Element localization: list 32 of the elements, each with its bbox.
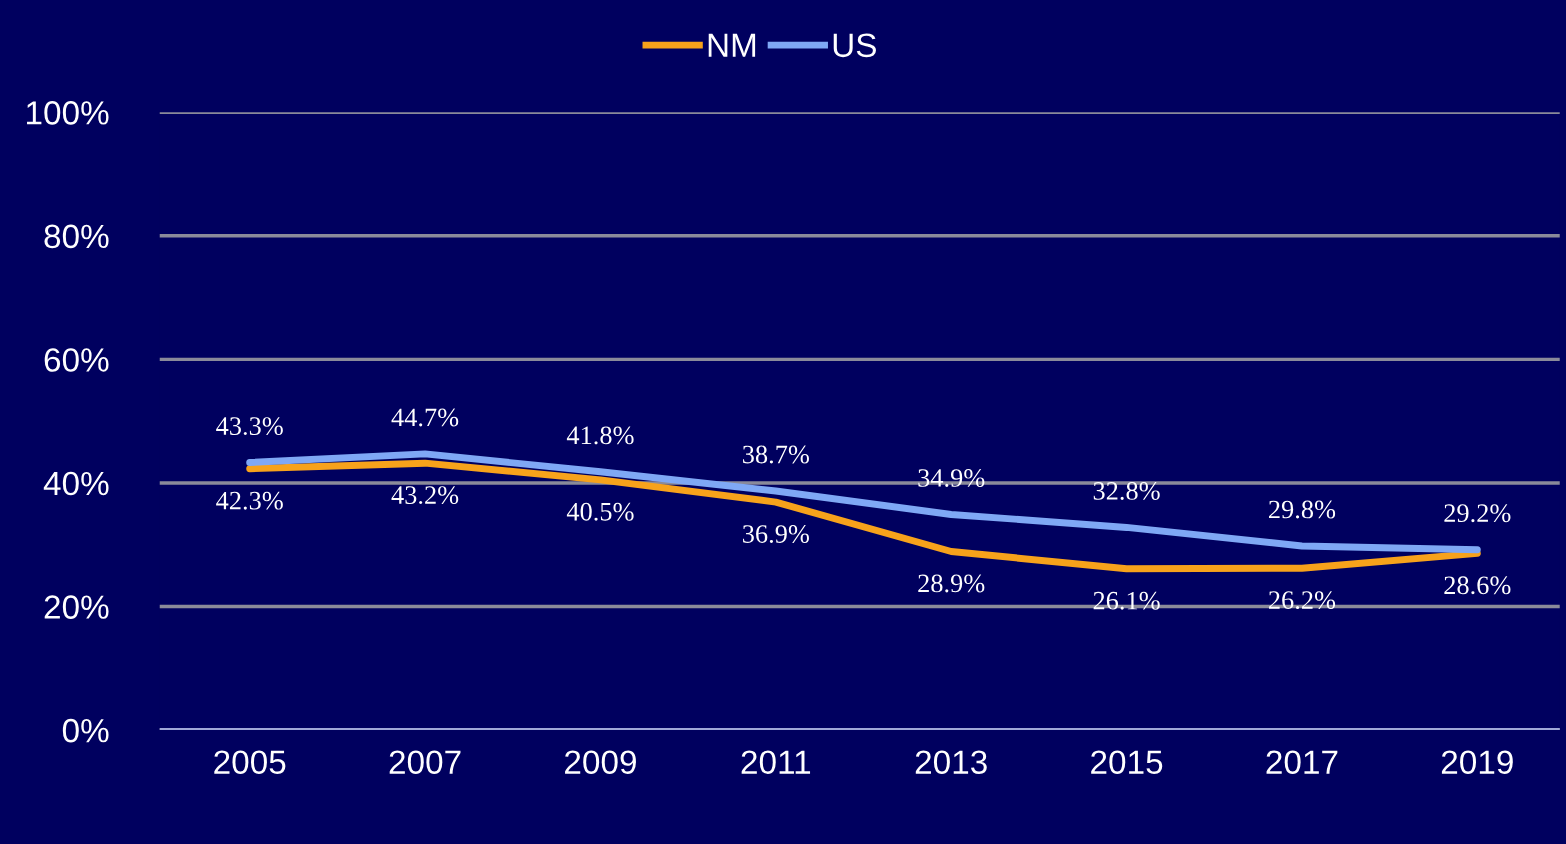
legend-label: US: [833, 33, 876, 58]
x-tick-label: 2005: [214, 750, 286, 774]
data-label: 26.2%: [1269, 591, 1336, 610]
y-tick-label: 20%: [44, 595, 109, 619]
data-label: 38.7%: [743, 445, 809, 464]
data-label: 40.5%: [566, 502, 634, 521]
x-tick-label: 2015: [1091, 750, 1163, 774]
y-tick-label: 40%: [43, 471, 109, 496]
data-label: 29.8%: [1269, 500, 1336, 519]
data-label: 29.2%: [1444, 504, 1511, 523]
data-label: 42.3%: [216, 491, 283, 510]
y-tick-label: 80%: [44, 224, 109, 249]
x-tick-label: 2011: [741, 750, 811, 774]
x-tick-label: 2007: [389, 750, 461, 774]
data-label: 43.3%: [216, 417, 283, 436]
x-tick-label: 2009: [565, 750, 636, 774]
x-tick-label: 2019: [1441, 750, 1513, 774]
data-label: 26.1%: [1093, 591, 1160, 610]
x-tick-label: 2017: [1266, 750, 1338, 774]
legend-label: NM: [708, 33, 756, 57]
data-label: 32.8%: [1093, 482, 1160, 500]
x-tick-label: 2013: [915, 750, 987, 774]
y-tick-label: 60%: [44, 348, 109, 372]
data-label: 28.6%: [1444, 576, 1511, 595]
y-tick-label: 100%: [27, 101, 109, 125]
data-label: 28.9%: [918, 574, 985, 593]
data-label: 44.7%: [391, 408, 459, 427]
data-label: 34.9%: [918, 469, 985, 487]
data-label: 43.2%: [391, 486, 459, 505]
data-label: 36.9%: [743, 525, 809, 543]
data-label: 41.8%: [566, 426, 634, 445]
y-tick-label: 0%: [62, 718, 109, 743]
